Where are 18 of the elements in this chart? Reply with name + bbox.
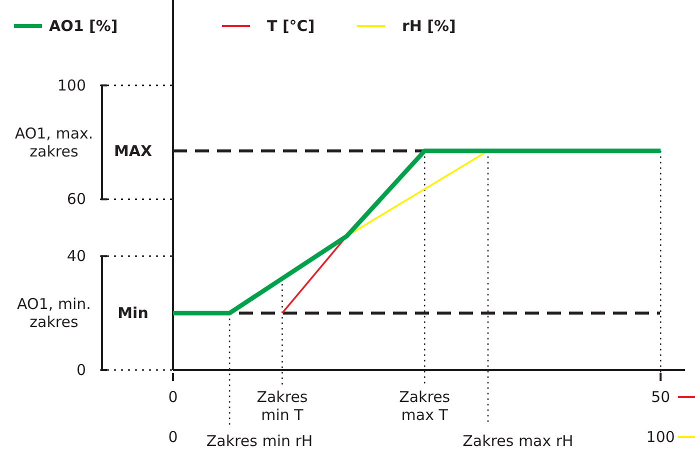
ref-line-label: Zakres max T [399,388,450,424]
legend-label: AO1 [%] [49,17,118,35]
y-tick-label: 100 [57,76,86,94]
legend-label: rH [%] [402,17,456,35]
ref-line-label: Min [118,304,148,322]
y-tick-label: 40 [66,247,86,266]
text: AO1, max. zakres [14,124,94,160]
y-tick-label: 60 [66,190,86,208]
x2-tick-label: 100 [646,428,675,446]
legend-label: T [°C] [267,17,315,35]
x2-tick-label: 0 [168,428,178,446]
ref-line-label: MAX [114,142,152,160]
y-tick-label: 0 [76,361,86,379]
text: AO1, min. zakres [17,295,91,332]
x-tick-label: 50 [651,388,670,406]
ref-line-label: Zakres max rH [462,432,574,450]
ref-line-label: Zakres min rH [206,432,313,450]
ref-line-label: Zakres min T [256,388,308,424]
